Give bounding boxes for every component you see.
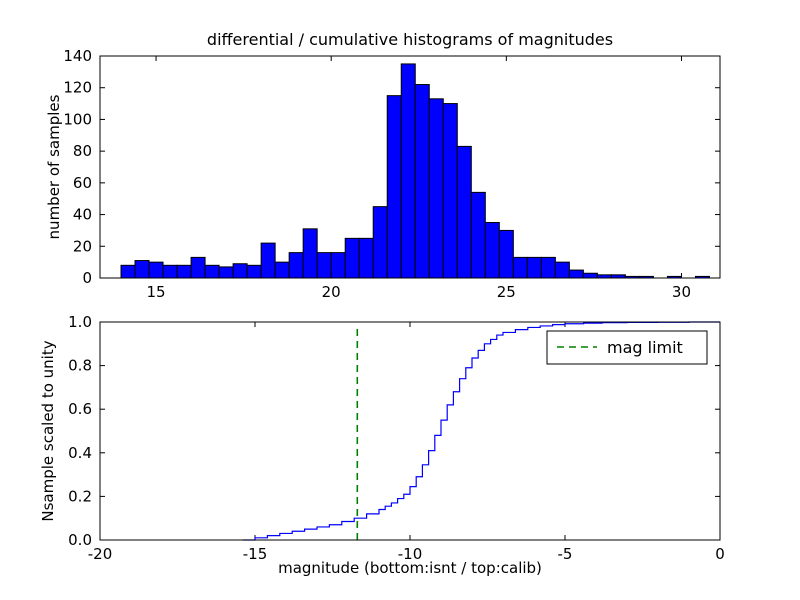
histogram-bar [162, 264, 178, 279]
histogram-bar [512, 256, 528, 279]
bottom-plot-y-tick-label: 1.0 [68, 313, 92, 331]
top-plot-y-tick-label: 140 [63, 47, 92, 65]
histogram-bar [568, 269, 584, 279]
histogram-bar [190, 256, 206, 279]
top-plot-y-tick-label: 80 [73, 142, 92, 160]
bottom-plot-x-tick-label: -20 [88, 545, 113, 563]
bottom-x-axis-label: magnitude (bottom:isnt / top:calib) [278, 559, 542, 577]
top-plot-y-tick-label: 120 [63, 79, 92, 97]
top-plot-x-tick-label: 20 [322, 283, 341, 301]
histogram-bar [218, 266, 234, 279]
bottom-plot-x-tick-label: -15 [243, 545, 268, 563]
chart-title: differential / cumulative histograms of … [206, 30, 614, 49]
histogram-bar [274, 261, 290, 279]
bottom-plot-y-tick-label: 0.2 [68, 487, 92, 505]
histogram-bar [372, 206, 388, 279]
histogram-bar [414, 84, 430, 279]
top-plot-y-tick-label: 20 [73, 237, 92, 255]
histogram-bar [148, 261, 164, 279]
histogram-bar [470, 191, 486, 279]
histogram-bar [344, 237, 360, 279]
bottom-plot-axes-frame [99, 321, 721, 541]
histogram-bar [302, 228, 318, 279]
histogram-bar [484, 222, 500, 279]
bottom-plot-y-tick-label: 0.6 [68, 400, 92, 418]
histogram-bar [134, 260, 150, 279]
bottom-y-axis-label: Nsample scaled to unity [39, 340, 57, 522]
histogram-bar [540, 256, 556, 279]
bottom-plot-x-tick-label: -5 [558, 545, 573, 563]
top-plot-x-tick-label: 15 [146, 283, 165, 301]
histogram-bar [120, 264, 136, 279]
top-plot-x-tick-label: 25 [497, 283, 516, 301]
top-plot-axes-frame [99, 55, 721, 279]
histogram-bar [386, 95, 402, 279]
histogram-bar [176, 264, 192, 279]
cumulative-curve [242, 321, 720, 541]
top-plot-x-tick-label: 30 [672, 283, 691, 301]
histogram-bar [582, 272, 598, 279]
top-plot-y-tick-label: 100 [63, 110, 92, 128]
histogram-bar [246, 264, 262, 279]
histogram-bar [288, 252, 304, 279]
bottom-plot-y-tick-label: 0.8 [68, 357, 92, 375]
histogram-bar [330, 252, 346, 279]
histogram-bar [400, 63, 416, 279]
bottom-plot-x-tick-label: -10 [398, 545, 423, 563]
bottom-plot-y-tick-label: 0.0 [68, 531, 92, 549]
legend-label: mag limit [607, 338, 683, 357]
top-plot-y-tick-label: 60 [73, 174, 92, 192]
histogram-bar [232, 263, 248, 279]
top-y-axis-label: number of samples [45, 94, 63, 240]
histogram-bar [358, 237, 374, 279]
top-plot-y-tick-label: 40 [73, 206, 92, 224]
histogram-bar [498, 229, 514, 279]
histogram-bar [204, 264, 220, 279]
bottom-plot-x-tick-label: 0 [715, 545, 725, 563]
histogram-bar [442, 103, 458, 279]
histogram-bar [428, 98, 444, 279]
top-plot-y-tick-label: 0 [82, 269, 92, 287]
histogram-bar [526, 256, 542, 279]
histogram-bar [316, 252, 332, 279]
histogram-bar [456, 145, 472, 279]
histogram-bar [260, 242, 276, 279]
histogram-bar [554, 261, 570, 279]
bottom-plot-y-tick-label: 0.4 [68, 444, 92, 462]
